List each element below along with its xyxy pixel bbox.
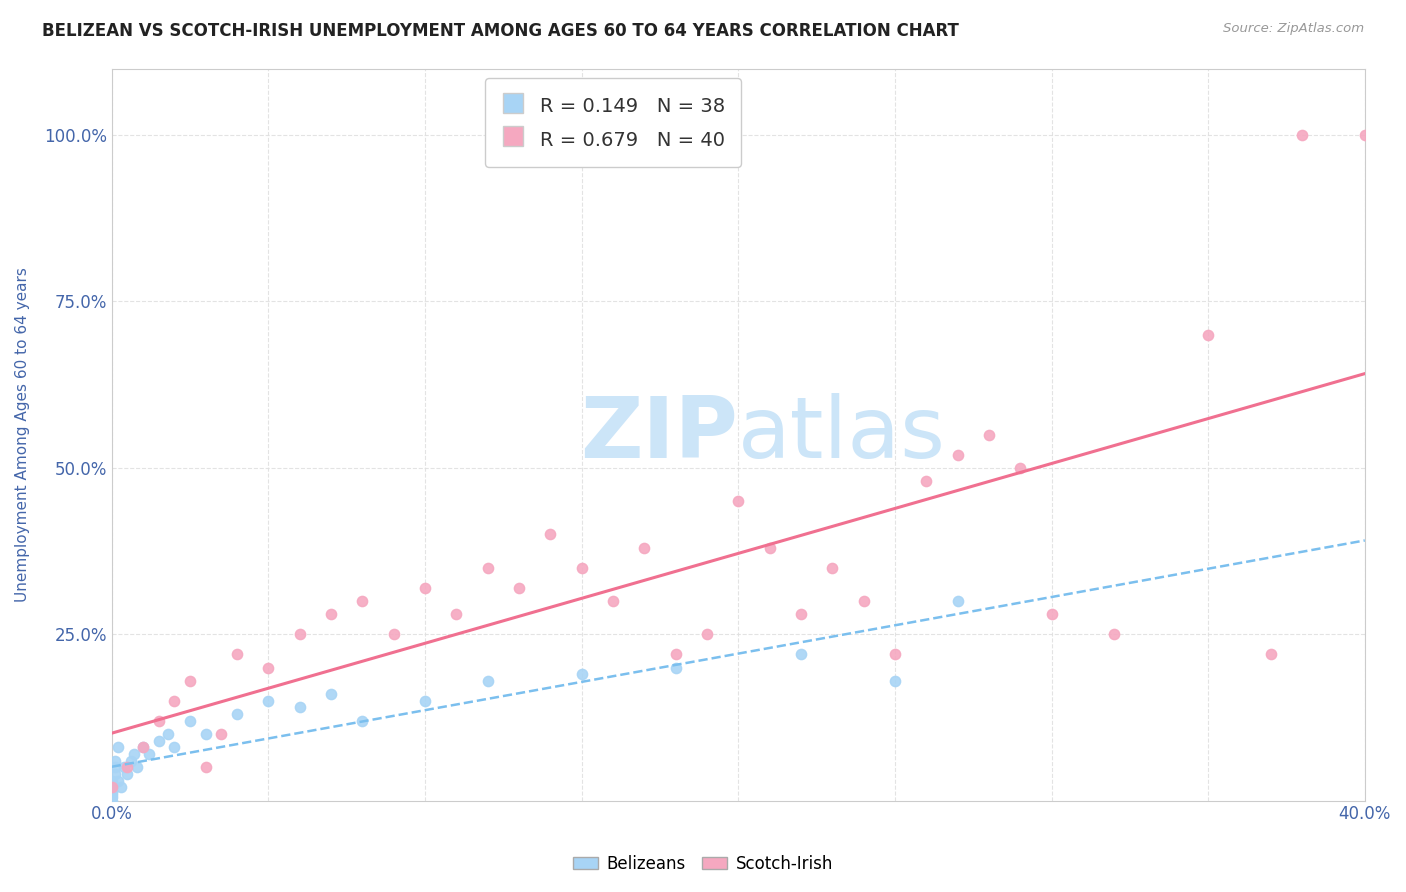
Point — [107, 773, 129, 788]
Point — [413, 581, 436, 595]
Legend: Belizeans, Scotch-Irish: Belizeans, Scotch-Irish — [567, 848, 839, 880]
Point — [1197, 327, 1219, 342]
Point — [319, 607, 342, 622]
Point — [413, 694, 436, 708]
Point — [148, 733, 170, 747]
Point — [163, 694, 186, 708]
Point — [226, 647, 249, 661]
Point — [1260, 647, 1282, 661]
Point — [100, 794, 122, 808]
Point — [852, 594, 875, 608]
Point — [122, 747, 145, 761]
Point — [157, 727, 180, 741]
Point — [352, 714, 374, 728]
Point — [100, 783, 122, 797]
Point — [1354, 128, 1376, 142]
Point — [163, 740, 186, 755]
Point — [100, 777, 122, 791]
Point — [288, 700, 311, 714]
Point — [100, 783, 122, 797]
Point — [194, 760, 217, 774]
Point — [696, 627, 718, 641]
Text: atlas: atlas — [738, 393, 946, 476]
Point — [477, 560, 499, 574]
Point — [1040, 607, 1063, 622]
Text: BELIZEAN VS SCOTCH-IRISH UNEMPLOYMENT AMONG AGES 60 TO 64 YEARS CORRELATION CHAR: BELIZEAN VS SCOTCH-IRISH UNEMPLOYMENT AM… — [42, 22, 959, 40]
Point — [117, 760, 139, 774]
Point — [883, 673, 905, 688]
Text: Source: ZipAtlas.com: Source: ZipAtlas.com — [1223, 22, 1364, 36]
Point — [104, 754, 127, 768]
Legend: R = 0.149   N = 38, R = 0.679   N = 40: R = 0.149 N = 38, R = 0.679 N = 40 — [485, 78, 741, 167]
Point — [132, 740, 155, 755]
Point — [120, 754, 142, 768]
Point — [790, 607, 813, 622]
Point — [257, 694, 280, 708]
Point — [382, 627, 405, 641]
Point — [727, 494, 749, 508]
Point — [915, 474, 938, 488]
Point — [138, 747, 160, 761]
Point — [226, 707, 249, 722]
Point — [1010, 460, 1032, 475]
Point — [110, 780, 132, 795]
Point — [288, 627, 311, 641]
Point — [179, 714, 201, 728]
Point — [117, 767, 139, 781]
Point — [508, 581, 530, 595]
Point — [946, 448, 969, 462]
Point — [571, 560, 593, 574]
Point — [633, 541, 655, 555]
Point — [352, 594, 374, 608]
Point — [319, 687, 342, 701]
Point — [538, 527, 561, 541]
Point — [209, 727, 232, 741]
Point — [194, 727, 217, 741]
Point — [571, 667, 593, 681]
Point — [107, 740, 129, 755]
Point — [132, 740, 155, 755]
Point — [665, 660, 688, 674]
Point — [883, 647, 905, 661]
Point — [125, 760, 148, 774]
Point — [100, 787, 122, 801]
Point — [104, 760, 127, 774]
Point — [100, 780, 122, 795]
Point — [1102, 627, 1125, 641]
Point — [790, 647, 813, 661]
Point — [104, 767, 127, 781]
Point — [100, 780, 122, 795]
Text: ZIP: ZIP — [581, 393, 738, 476]
Point — [821, 560, 844, 574]
Point — [946, 594, 969, 608]
Y-axis label: Unemployment Among Ages 60 to 64 years: Unemployment Among Ages 60 to 64 years — [15, 267, 30, 602]
Point — [446, 607, 468, 622]
Point — [100, 773, 122, 788]
Point — [977, 427, 1000, 442]
Point — [112, 760, 135, 774]
Point — [179, 673, 201, 688]
Point — [148, 714, 170, 728]
Point — [665, 647, 688, 661]
Point — [477, 673, 499, 688]
Point — [758, 541, 780, 555]
Point — [100, 790, 122, 805]
Point — [602, 594, 624, 608]
Point — [257, 660, 280, 674]
Point — [1291, 128, 1313, 142]
